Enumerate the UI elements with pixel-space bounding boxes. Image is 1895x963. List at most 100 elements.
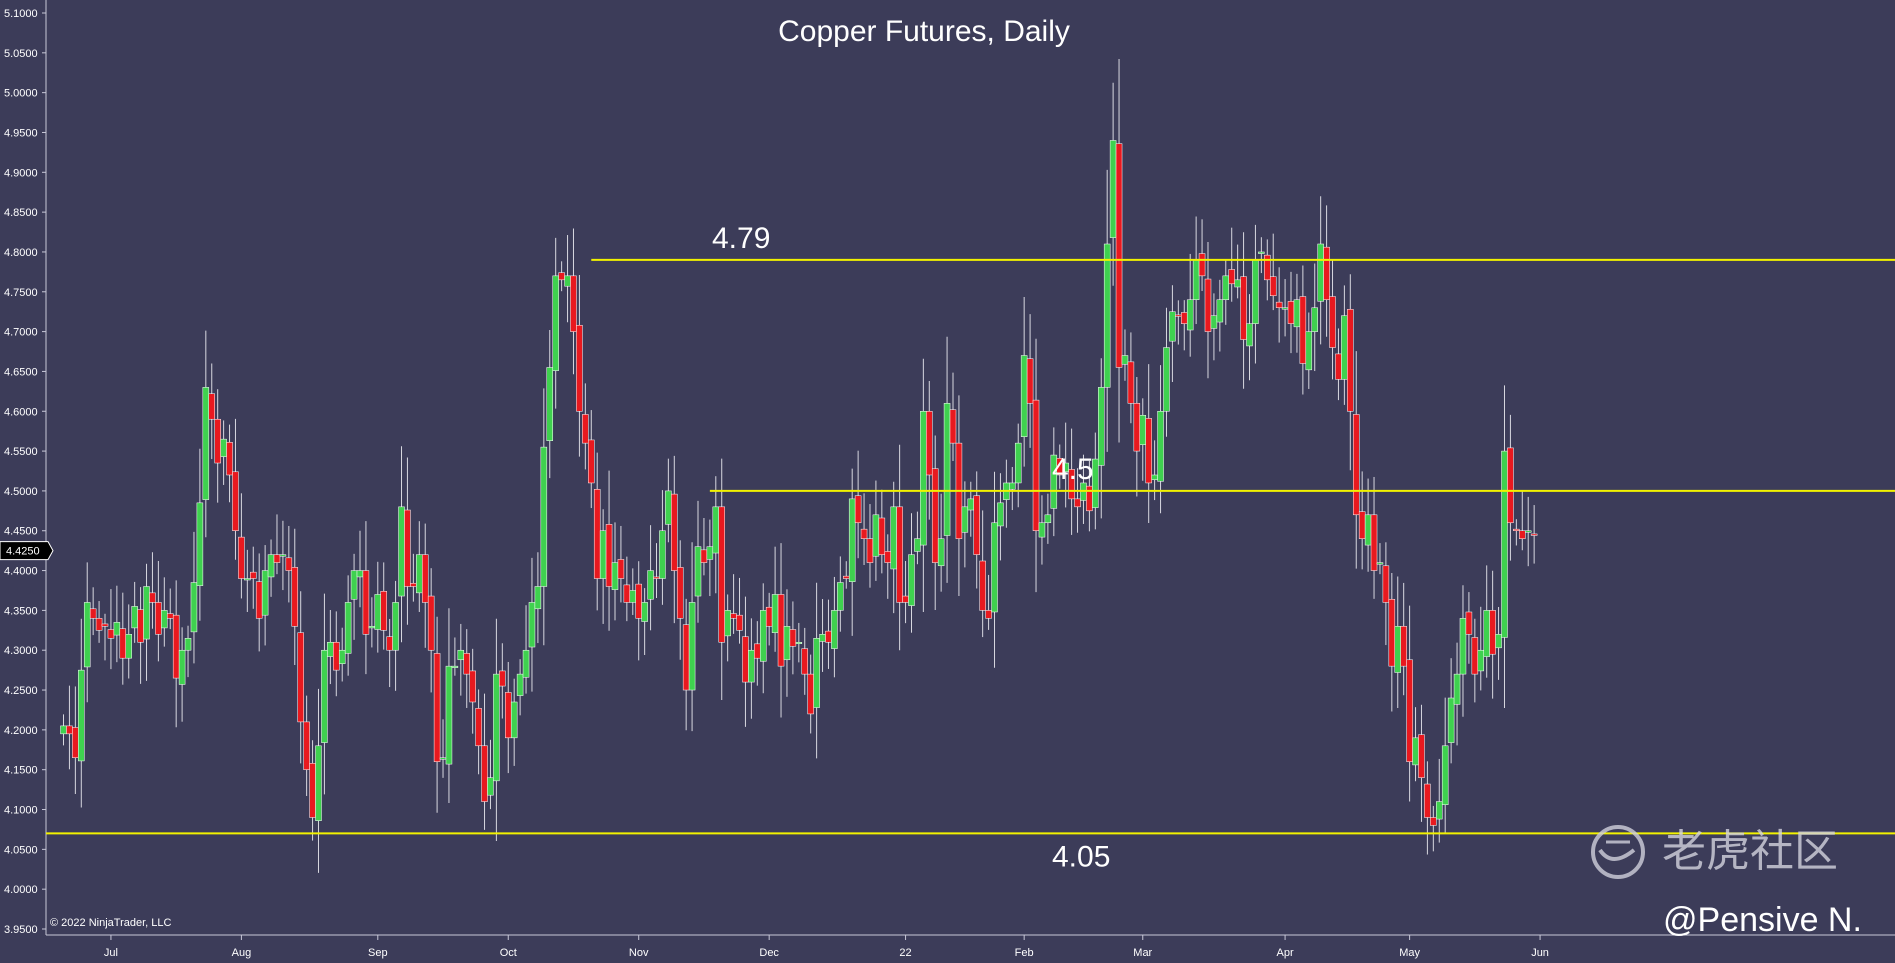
- candle-body-up: [184, 638, 192, 651]
- candle: [487, 739, 494, 810]
- candle: [1092, 432, 1099, 530]
- x-tick-label: Mar: [1133, 947, 1152, 959]
- support-resistance-levels: 4.79 4.5 4.05: [46, 222, 1895, 873]
- candle-body-down: [362, 570, 370, 635]
- candle: [1530, 505, 1538, 564]
- candle: [801, 627, 808, 695]
- candle: [202, 330, 210, 538]
- level-label: 4.5: [1052, 453, 1094, 486]
- candle: [297, 591, 304, 764]
- candle-body-up: [416, 554, 423, 594]
- candle: [83, 562, 91, 703]
- candle-body-down: [801, 648, 808, 675]
- candle-body-up: [143, 586, 150, 640]
- candle-body-up: [1447, 697, 1455, 743]
- candle-body-up: [1009, 482, 1016, 490]
- candle-body-up: [60, 725, 67, 735]
- candle: [350, 553, 358, 640]
- candle-body-down: [499, 670, 506, 687]
- candle-body-down: [878, 517, 886, 555]
- candle-body-down: [95, 618, 103, 631]
- y-tick-label: 4.1000: [4, 805, 38, 817]
- candle: [813, 582, 820, 759]
- candle-body-down: [807, 673, 814, 715]
- candle-body-down: [570, 275, 577, 332]
- candle-body-down: [1287, 301, 1295, 324]
- candle-body-up: [599, 530, 607, 579]
- candle: [1501, 385, 1508, 708]
- candle-body-down: [593, 489, 601, 579]
- candle-body-down: [1382, 565, 1390, 603]
- candle: [125, 604, 132, 679]
- candle-body-down: [931, 468, 939, 563]
- candle-body-up: [374, 594, 382, 630]
- y-tick-label: 4.1500: [4, 765, 38, 777]
- candle-body-down: [1181, 312, 1188, 324]
- candle: [516, 659, 524, 716]
- candle: [338, 627, 346, 682]
- y-tick-label: 4.9000: [4, 167, 38, 179]
- candle-body-up: [1453, 673, 1461, 705]
- candle: [1441, 697, 1449, 834]
- x-tick-label: Sep: [368, 947, 388, 959]
- y-tick-label: 4.3000: [4, 645, 38, 657]
- candle-body-up: [1483, 610, 1490, 657]
- candle-body-up: [694, 546, 702, 597]
- candle-body-up: [487, 777, 494, 796]
- candle-body-down: [410, 583, 417, 587]
- candle-body-up: [1364, 514, 1372, 546]
- y-tick-label: 4.4000: [4, 566, 38, 578]
- candle: [232, 418, 239, 560]
- candle-body-down: [605, 524, 613, 587]
- candle-body-down: [926, 411, 933, 476]
- candle-body-down: [226, 442, 233, 476]
- candle-body-down: [676, 567, 684, 619]
- candle-body-up: [1186, 299, 1194, 331]
- candle: [149, 552, 156, 629]
- candle-body-up: [937, 538, 945, 567]
- candle-body-down: [1275, 301, 1283, 308]
- y-tick-label: 4.0500: [4, 844, 38, 856]
- candle-body-up: [831, 610, 838, 649]
- candle-body-down: [1370, 514, 1378, 571]
- candle: [469, 648, 476, 734]
- candle: [943, 336, 951, 583]
- candle: [261, 545, 269, 646]
- candle-body-down: [309, 763, 316, 818]
- last-price-marker: 4.4250: [0, 541, 54, 561]
- candle-body-down: [72, 727, 79, 758]
- candle: [920, 358, 927, 612]
- candle-body-up: [1441, 745, 1449, 805]
- candle-body-down: [1175, 314, 1182, 317]
- candle: [1157, 365, 1164, 514]
- candle-body-up: [712, 506, 720, 554]
- candle-body-up: [350, 570, 358, 600]
- candle: [1050, 427, 1058, 537]
- candle: [1430, 805, 1437, 852]
- candle-body-up: [647, 570, 654, 600]
- candle-body-up: [795, 642, 803, 645]
- candle: [291, 528, 299, 665]
- candle: [267, 539, 275, 597]
- candle-body-down: [979, 560, 986, 611]
- candle: [1115, 58, 1123, 443]
- candle-body-down: [1323, 246, 1330, 300]
- candle-body-down: [1418, 734, 1425, 778]
- candle-body-down: [238, 536, 245, 579]
- y-axis-ticks: 5.1000 5.0500 5.0000 4.9500 4.9000 4.8500 4.80…: [4, 8, 46, 936]
- candle-body-up: [161, 610, 168, 629]
- candle-body-up: [279, 554, 287, 557]
- candle: [570, 228, 577, 375]
- candle-body-down: [172, 614, 180, 679]
- candle-body-down: [505, 692, 512, 739]
- candle: [161, 577, 168, 647]
- candle-body-up: [659, 530, 666, 579]
- candle: [789, 601, 797, 675]
- candle-body-down: [297, 632, 304, 723]
- y-tick-label: 4.5000: [4, 486, 38, 498]
- candle: [1246, 294, 1253, 381]
- y-tick-label: 5.0000: [4, 88, 38, 100]
- candle-body-up: [439, 757, 447, 760]
- candle-body-down: [149, 592, 156, 603]
